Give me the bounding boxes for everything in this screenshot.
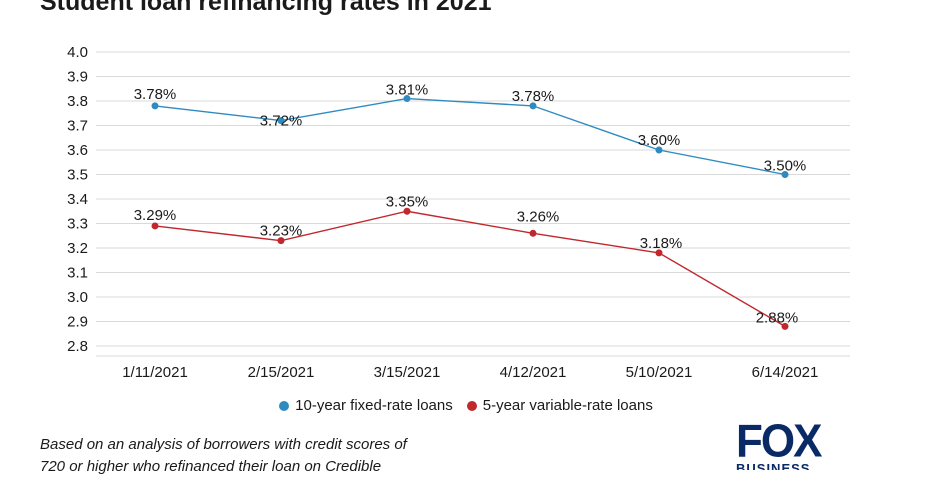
y-tick-label: 3.0 <box>67 289 88 306</box>
logo-wordmark-bottom: BUSINESS <box>736 461 811 470</box>
data-point <box>529 102 537 110</box>
chart-legend: 10-year fixed-rate loans 5-year variable… <box>0 397 932 414</box>
data-label: 3.26% <box>517 208 560 225</box>
data-label: 3.23% <box>260 223 303 240</box>
series-line-variable <box>154 210 786 328</box>
data-point <box>403 207 411 215</box>
y-tick-label: 3.3 <box>67 216 88 233</box>
data-point <box>781 171 789 178</box>
data-point <box>151 102 159 110</box>
data-point <box>655 249 663 257</box>
x-tick-label: 3/15/2021 <box>374 364 441 381</box>
data-label: 3.50% <box>764 158 807 175</box>
y-tick-label: 2.9 <box>67 314 88 331</box>
y-tick-label: 4.0 <box>67 44 88 61</box>
data-label: 3.78% <box>512 88 555 105</box>
x-tick-label: 5/10/2021 <box>626 364 693 381</box>
y-tick-label: 3.7 <box>67 118 88 135</box>
y-tick-label: 3.4 <box>67 191 88 208</box>
legend-item-variable: 5-year variable-rate loans <box>466 397 653 414</box>
data-point <box>655 146 663 154</box>
data-label: 3.60% <box>638 132 681 149</box>
x-tick-label: 1/11/2021 <box>122 364 188 381</box>
data-label: 3.18% <box>640 235 683 252</box>
y-tick-label: 3.2 <box>67 240 88 257</box>
y-tick-label: 3.1 <box>67 265 88 282</box>
data-label: 3.78% <box>134 86 177 103</box>
logo-wordmark-top: FOX <box>736 420 822 468</box>
chart-title: Student loan refinancing rates in 2021 <box>40 0 492 16</box>
legend-marker-variable <box>466 400 477 411</box>
series-line-fixed <box>154 97 786 176</box>
data-label: 3.29% <box>134 207 177 224</box>
x-tick-label: 4/12/2021 <box>500 364 567 381</box>
data-point <box>151 222 159 230</box>
footnote-line-2: 720 or higher who refinanced their loan … <box>40 458 382 475</box>
legend-label-fixed: 10-year fixed-rate loans <box>295 397 453 414</box>
legend-label-variable: 5-year variable-rate loans <box>482 397 653 414</box>
y-tick-label: 3.6 <box>67 142 88 159</box>
data-label: 3.35% <box>386 193 429 210</box>
data-label: 2.88% <box>756 309 799 326</box>
data-point <box>403 95 411 103</box>
data-point <box>781 322 789 330</box>
line-chart: 4.0 3.9 3.8 3.7 3.6 3.5 3.4 3.3 3.2 3.1 3.0 2.9 2.8 1… <box>67 44 850 381</box>
x-tick-label: 6/14/2021 <box>752 364 819 381</box>
fox-business-logo: FOX BUSINESS <box>736 420 852 470</box>
data-point <box>529 229 537 237</box>
legend-marker-fixed <box>279 400 290 411</box>
y-tick-label: 3.9 <box>67 69 88 86</box>
data-point <box>277 237 285 245</box>
data-label: 3.81% <box>386 82 429 99</box>
legend-item-fixed: 10-year fixed-rate loans <box>279 397 453 414</box>
footnote: Based on an analysis of borrowers with c… <box>40 434 480 478</box>
data-label: 3.72% <box>260 113 303 130</box>
y-tick-label: 3.5 <box>67 167 88 184</box>
y-tick-label: 2.8 <box>67 338 88 355</box>
y-tick-label: 3.8 <box>67 93 88 110</box>
footnote-line-1: Based on an analysis of borrowers with c… <box>40 436 407 453</box>
x-tick-label: 2/15/2021 <box>248 364 315 381</box>
data-point <box>277 117 285 125</box>
